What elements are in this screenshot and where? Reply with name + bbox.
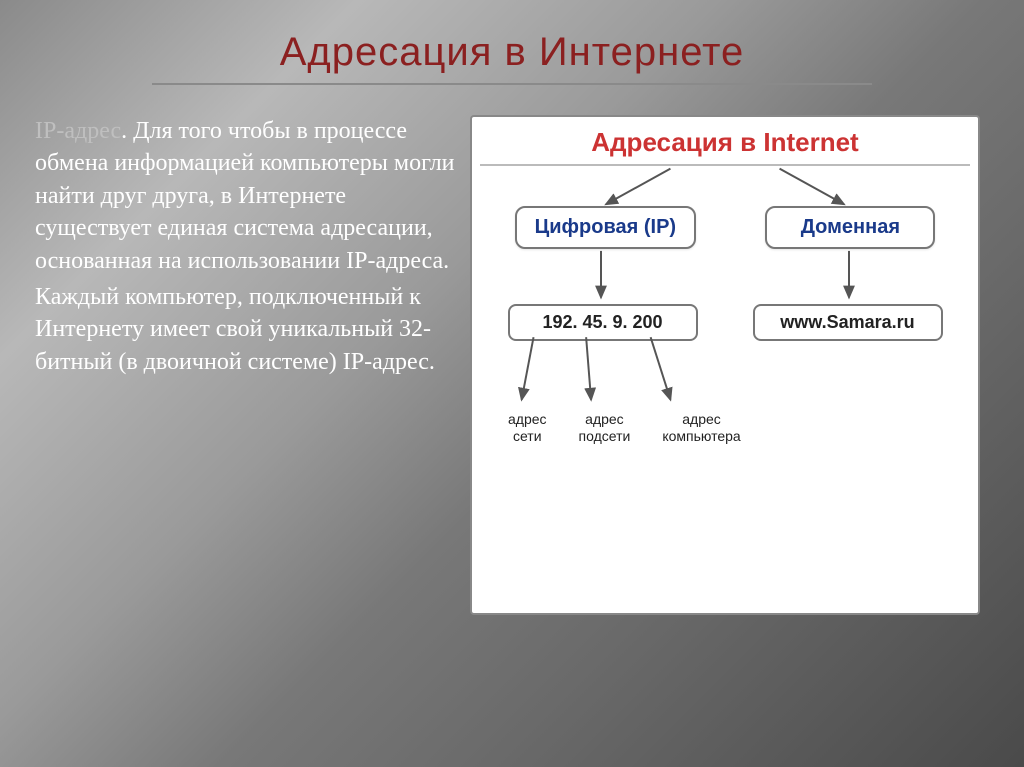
- domain-value-box: www.Samara.ru: [753, 304, 943, 341]
- paragraph-1: IP-адрес. Для того чтобы в процессе обме…: [35, 115, 455, 277]
- ip-value-box: 192. 45. 9. 200: [508, 304, 698, 341]
- lead-word: IP-адрес: [35, 118, 121, 144]
- value-row: 192. 45. 9. 200 www.Samara.ru: [480, 304, 970, 341]
- branch-digital-box: Цифровая (IP): [515, 206, 696, 249]
- branch-domain-box: Доменная: [765, 206, 935, 249]
- ip-labels-row: адрессети адресподсети адрескомпьютера: [508, 411, 970, 445]
- arrows-overlay: [472, 117, 978, 613]
- paragraph-2: Каждый компьютер, подключенный к Интерне…: [35, 281, 455, 378]
- diagram-figure: Адресация в Internet Цифровая (IP) Домен…: [470, 115, 980, 615]
- slide-title: Адресация в Интернете: [0, 0, 1024, 83]
- label-host: адрескомпьютера: [662, 411, 740, 445]
- branch-row: Цифровая (IP) Доменная: [480, 206, 970, 249]
- content-area: IP-адрес. Для того чтобы в процессе обме…: [0, 85, 1024, 615]
- label-subnet: адресподсети: [579, 411, 631, 445]
- body-text: IP-адрес. Для того чтобы в процессе обме…: [35, 115, 455, 615]
- label-network: адрессети: [508, 411, 547, 445]
- figure-title: Адресация в Internet: [480, 127, 970, 166]
